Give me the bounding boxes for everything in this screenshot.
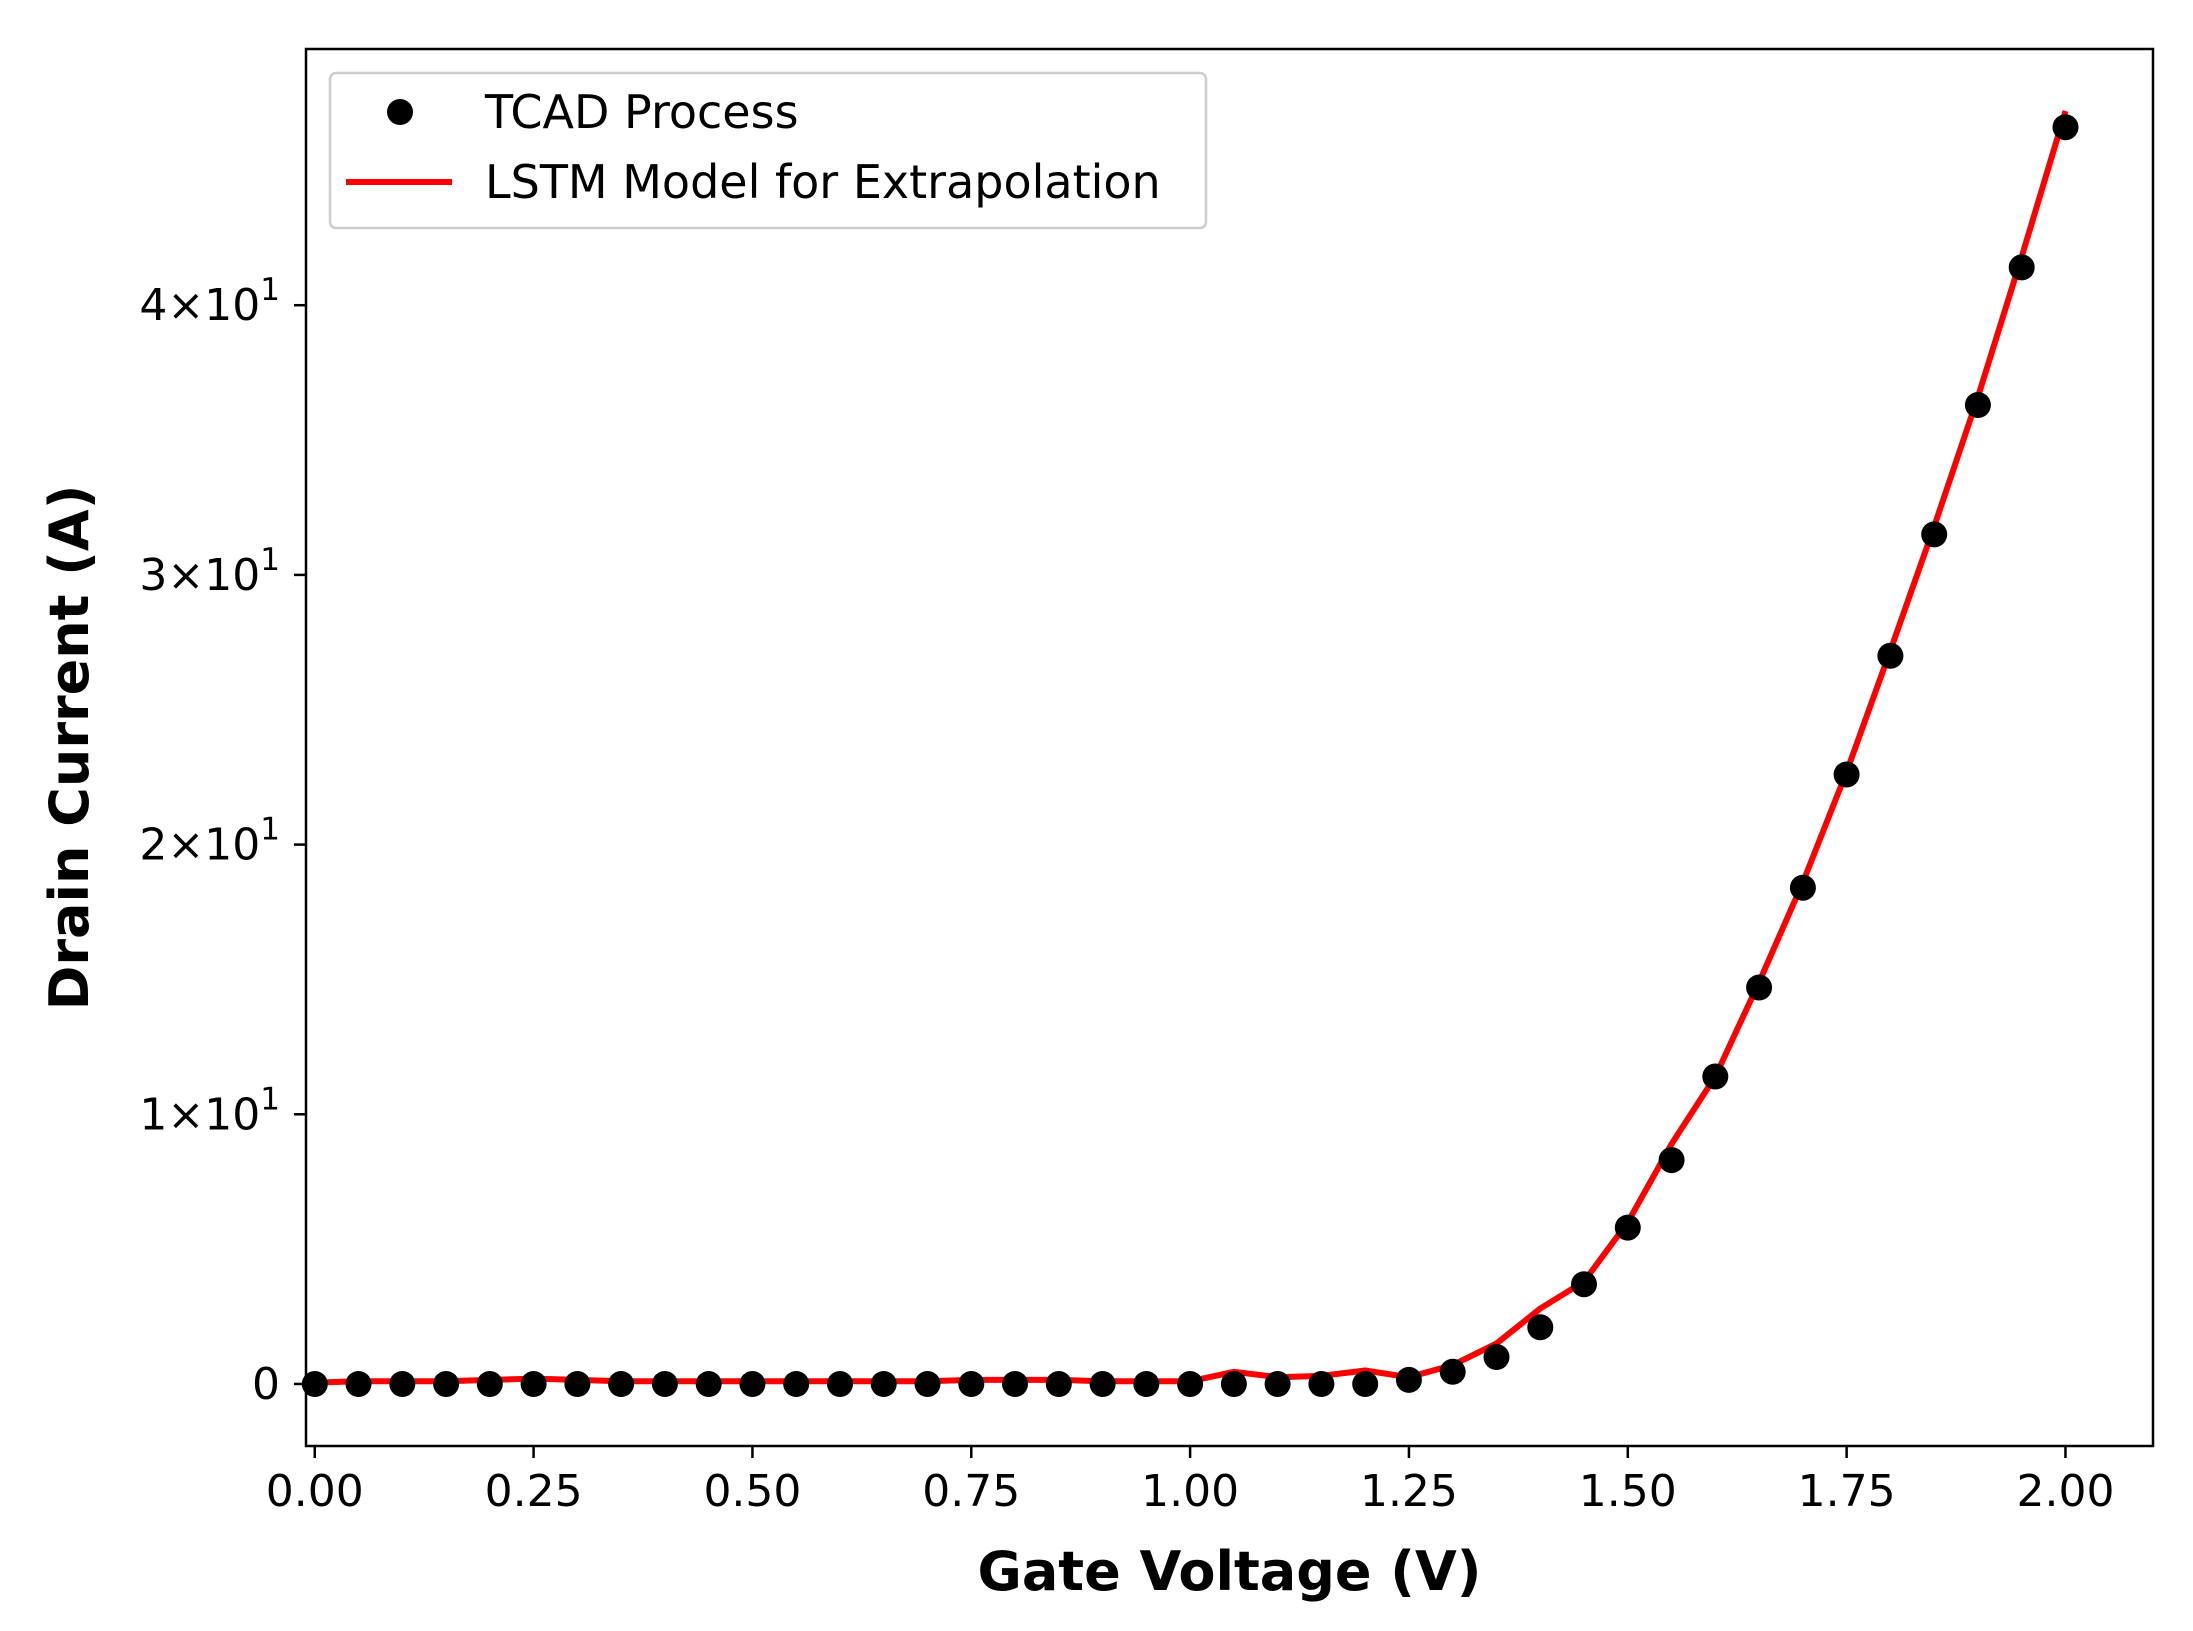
- x-tick-label: 1.75: [1798, 1466, 1896, 1517]
- data-point-tcad: [1220, 1371, 1247, 1397]
- y-tick-base: 2×10: [139, 820, 260, 871]
- y-tick-label: 3×101: [139, 542, 280, 601]
- legend: TCAD Process LSTM Model for Extrapolatio…: [328, 71, 1208, 230]
- axis-ticks: 0.00 0.25 0.50 0.75 1.00 1.25 1.50 1.75 2.00 0 1×1…: [139, 272, 2114, 1517]
- data-point-tcad: [1439, 1358, 1466, 1385]
- data-point-tcad: [1833, 761, 1860, 788]
- y-tick-base: 4×10: [139, 280, 260, 331]
- y-tick-label: 4×101: [139, 272, 280, 331]
- x-tick-label: 1.50: [1579, 1466, 1677, 1517]
- x-tick-label: 0.75: [922, 1466, 1020, 1517]
- data-point-tcad: [301, 1371, 328, 1397]
- legend-label-lstm: LSTM Model for Extrapolation: [485, 155, 1161, 209]
- data-point-tcad: [1964, 392, 1991, 418]
- data-point-tcad: [2052, 114, 2079, 141]
- x-tick-label: 0.00: [266, 1466, 364, 1517]
- y-tick-exponent: 1: [260, 812, 280, 848]
- data-point-tcad: [2008, 254, 2035, 281]
- data-point-tcad: [1395, 1366, 1422, 1393]
- data-point-tcad: [870, 1371, 897, 1397]
- axes-frame: [304, 47, 2155, 1448]
- data-point-tcad: [433, 1371, 460, 1397]
- x-tick-label: 0.25: [485, 1466, 583, 1517]
- legend-label-tcad: TCAD Process: [484, 85, 799, 139]
- x-tick-label: 1.25: [1360, 1466, 1458, 1517]
- data-point-tcad: [1746, 974, 1773, 1001]
- data-point-tcad: [345, 1371, 372, 1397]
- data-point-tcad: [1614, 1214, 1641, 1241]
- data-point-tcad: [1483, 1344, 1510, 1370]
- legend-marker-tcad: [387, 99, 413, 125]
- data-point-tcad: [1308, 1371, 1335, 1397]
- data-point-tcad: [1045, 1371, 1072, 1397]
- y-tick-label: 1×101: [139, 1081, 280, 1140]
- data-point-tcad: [1571, 1271, 1597, 1298]
- plot-area: [301, 110, 2079, 1397]
- data-point-tcad: [958, 1371, 985, 1397]
- data-point-tcad: [651, 1371, 678, 1397]
- data-point-tcad: [1789, 874, 1816, 901]
- data-point-tcad: [608, 1371, 635, 1397]
- x-tick-label: 0.50: [703, 1466, 801, 1517]
- data-point-tcad: [564, 1371, 591, 1397]
- data-point-tcad: [389, 1371, 416, 1397]
- data-point-tcad: [1877, 642, 1904, 669]
- x-axis-label: Gate Voltage (V): [978, 1540, 1482, 1603]
- data-point-tcad: [739, 1371, 766, 1397]
- data-point-tcad: [1658, 1147, 1685, 1174]
- y-tick-base: 3×10: [139, 550, 260, 601]
- data-point-tcad: [1133, 1371, 1160, 1397]
- y-tick-label: 2×101: [139, 812, 280, 871]
- y-tick-exponent: 1: [260, 542, 280, 578]
- data-point-tcad: [1527, 1314, 1554, 1341]
- data-point-tcad: [1264, 1371, 1291, 1397]
- data-point-tcad: [1002, 1371, 1028, 1397]
- legend-box: [328, 71, 1208, 230]
- y-axis-label: Drain Current (A): [38, 485, 101, 1011]
- data-point-tcad: [1352, 1371, 1379, 1397]
- x-tick-label: 1.00: [1141, 1466, 1239, 1517]
- data-point-tcad: [914, 1371, 941, 1397]
- y-tick-base: 1×10: [139, 1089, 260, 1140]
- y-tick-base: 0: [252, 1359, 280, 1410]
- y-tick-exponent: 1: [260, 1081, 280, 1117]
- data-point-tcad: [520, 1371, 547, 1397]
- data-point-tcad: [1177, 1371, 1204, 1397]
- y-tick-exponent: 1: [260, 272, 280, 308]
- x-tick-label: 2.00: [2016, 1466, 2114, 1517]
- data-point-tcad: [827, 1371, 853, 1397]
- data-point-tcad: [476, 1371, 503, 1397]
- y-tick-label: 0: [252, 1359, 280, 1410]
- data-point-tcad: [783, 1371, 810, 1397]
- data-point-tcad: [695, 1371, 722, 1397]
- data-point-tcad: [1089, 1371, 1116, 1397]
- data-point-tcad: [1702, 1063, 1729, 1090]
- data-point-tcad: [1921, 521, 1948, 548]
